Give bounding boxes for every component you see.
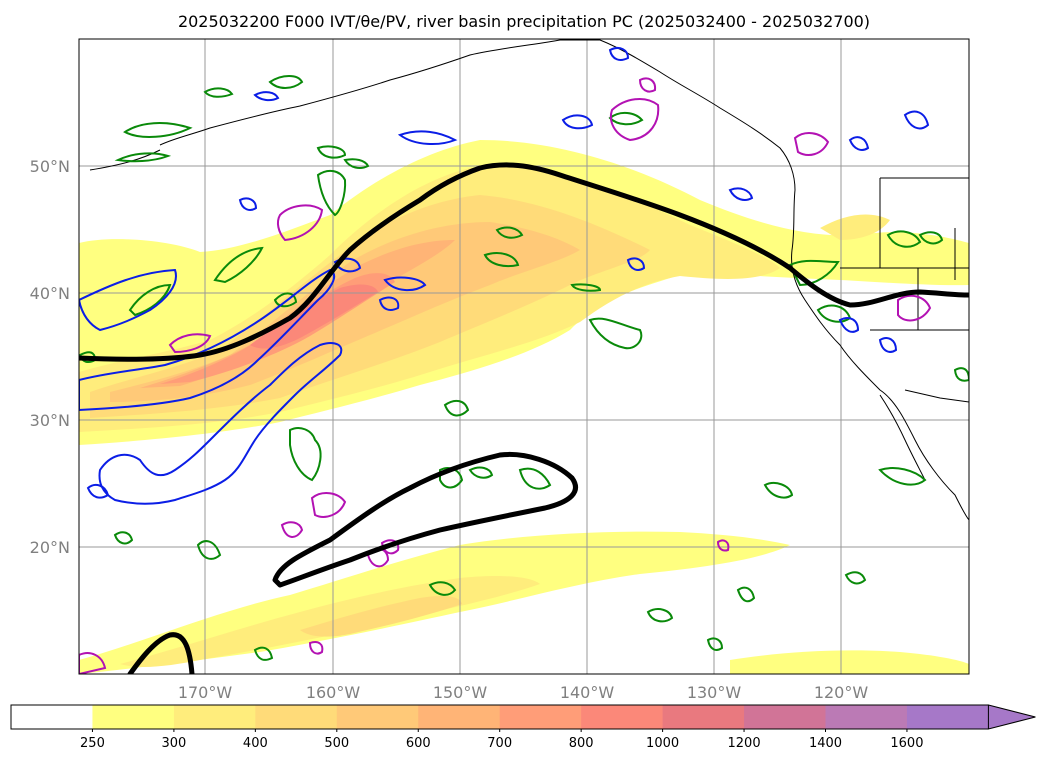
colorbar-tick-label: 800 — [569, 736, 594, 751]
lat-label-40n: 40°N — [30, 284, 70, 303]
theta-e-closed-subtropical — [272, 451, 578, 588]
lon-label-170w: 170°W — [178, 683, 233, 702]
colorbar-segment — [825, 705, 908, 729]
lat-label-50n: 50°N — [30, 157, 70, 176]
colorbar: 250 300 400 500 600 700 800 1000 1200 1400 1600 — [10, 704, 1036, 751]
colorbar-segment — [906, 705, 989, 729]
colorbar-segment — [92, 705, 175, 729]
pv-magenta-contours — [79, 77, 932, 674]
colorbar-segment — [499, 705, 582, 729]
lat-label-30n: 30°N — [30, 411, 70, 430]
colorbar-tick-label: 250 — [80, 736, 105, 751]
lon-label-140w: 140°W — [560, 683, 615, 702]
colorbar-tick-label: 400 — [243, 736, 268, 751]
colorbar-segment — [336, 705, 419, 729]
colorbar-segment — [11, 705, 93, 729]
lat-label-20n: 20°N — [30, 538, 70, 557]
us-west-coast — [791, 189, 969, 521]
ivt-south-east — [730, 650, 969, 674]
colorbar-tick-label: 1400 — [809, 736, 842, 751]
colorbar-extend-arrow — [987, 704, 1036, 730]
map-frame — [78, 38, 970, 675]
colorbar-tick-label: 1000 — [646, 736, 679, 751]
theta-e-line-north — [79, 162, 969, 362]
alaska-coast — [159, 39, 796, 191]
lon-labels: 170°W 160°W 150°W 140°W 130°W 120°W — [178, 683, 869, 702]
ivt-level-800 — [250, 284, 378, 349]
colorbar-tick-label: 300 — [161, 736, 186, 751]
colorbar-tick-label: 1600 — [890, 736, 923, 751]
us-mexico-border — [904, 389, 969, 403]
coastlines — [89, 39, 969, 521]
theta-e-contours — [79, 162, 969, 674]
theta-e-line-sw — [127, 632, 195, 674]
colorbar-segment — [581, 705, 664, 729]
colorbar-tick-label: 500 — [324, 736, 349, 751]
lon-label-130w: 130°W — [687, 683, 742, 702]
map-content — [79, 39, 969, 674]
baja-coast — [879, 394, 926, 481]
figure-title: 2025032200 F000 IVT/θe/PV, river basin p… — [178, 12, 870, 31]
lon-label-120w: 120°W — [814, 683, 869, 702]
lon-label-160w: 160°W — [306, 683, 361, 702]
pv-blue-contours — [79, 47, 930, 505]
colorbar-tick-label: 1200 — [728, 736, 761, 751]
ivt-south-400 — [300, 596, 462, 637]
ivt-ne-patch — [820, 214, 890, 240]
colorbar-tick-label: 600 — [406, 736, 431, 751]
colorbar-segment — [744, 705, 826, 729]
colorbar-segment — [173, 705, 256, 729]
colorbar-segment — [255, 705, 338, 729]
lon-label-150w: 150°W — [433, 683, 488, 702]
colorbar-segment — [418, 705, 501, 729]
colorbar-segment — [662, 705, 745, 729]
colorbar-tick-label: 700 — [487, 736, 512, 751]
lat-labels: 50°N 40°N 30°N 20°N — [30, 157, 70, 557]
